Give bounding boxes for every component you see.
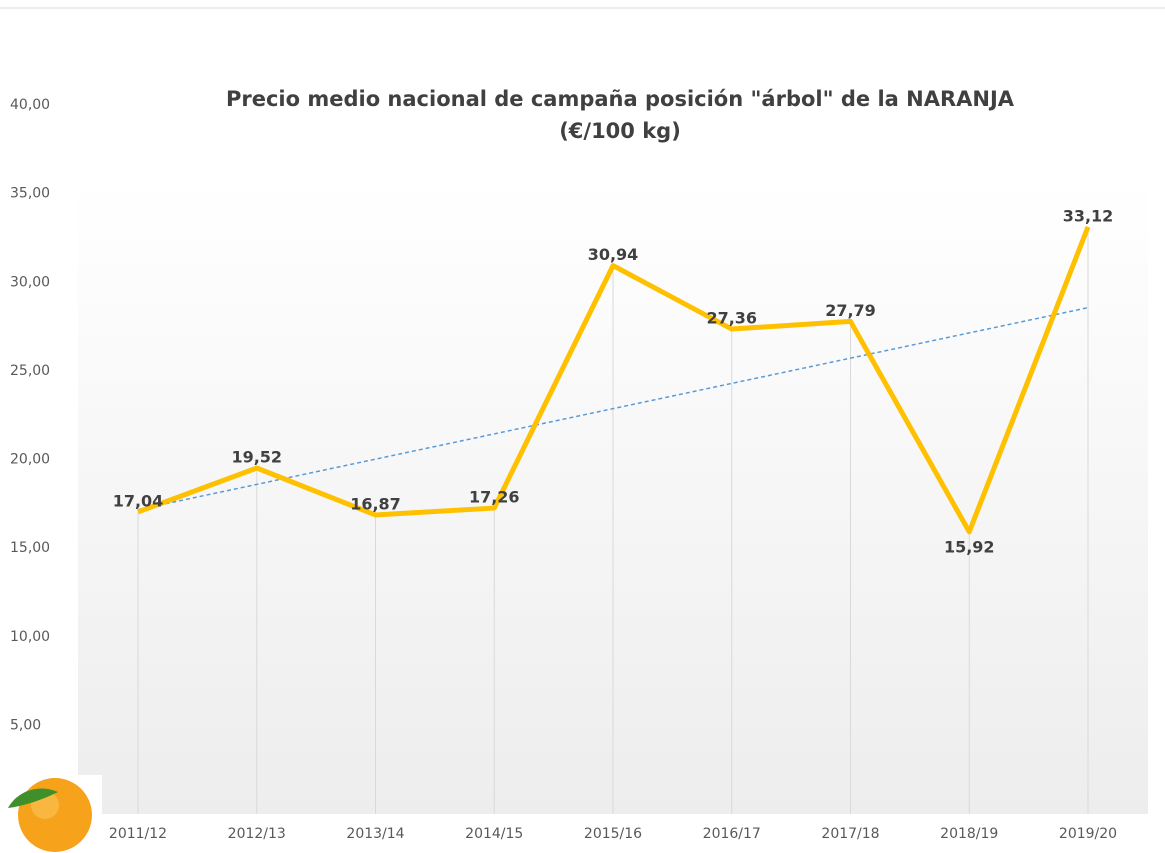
x-tick-label: 2012/13 [228, 826, 286, 842]
x-tick-label: 2011/12 [109, 826, 167, 842]
data-label: 30,94 [588, 245, 639, 264]
data-label: 16,87 [350, 494, 401, 513]
y-tick-label: 20,00 [10, 452, 50, 468]
chart-title: Precio medio nacional de campaña posició… [226, 87, 1015, 111]
x-tick-label: 2017/18 [821, 826, 879, 842]
y-tick-label: 35,00 [10, 186, 50, 202]
leaf [8, 788, 58, 808]
x-tick-label: 2018/19 [940, 826, 998, 842]
data-label: 27,36 [706, 309, 757, 328]
orange [18, 778, 92, 852]
trendline [137, 306, 1089, 511]
data-label: 15,92 [944, 537, 995, 556]
x-tick-label: 2016/17 [703, 826, 761, 842]
y-tick-label: 30,00 [10, 274, 50, 290]
y-tick-label: 25,00 [10, 363, 50, 379]
chart-subtitle: (€/100 kg) [559, 119, 681, 143]
data-label: 27,79 [825, 301, 876, 320]
data-label: 33,12 [1063, 206, 1114, 225]
y-tick-label: 40,00 [10, 97, 50, 113]
x-tick-label: 2015/16 [584, 826, 642, 842]
plot: 5,00 10,00 15,00 20,00 25,00 30,00 35,00 40,00 2… [10, 97, 1117, 842]
data-label: 17,26 [469, 488, 520, 507]
x-tick-label: 2014/15 [465, 826, 523, 842]
y-tick-label: 10,00 [10, 629, 50, 645]
data-line [137, 226, 1091, 535]
y-tick-label: 15,00 [10, 540, 50, 556]
orange-icon [0, 775, 102, 853]
data-label: 19,52 [231, 448, 282, 467]
x-tick-label: 2013/14 [346, 826, 404, 842]
data-label: 17,04 [113, 491, 164, 510]
y-tick-label: 5,00 [10, 717, 41, 733]
x-tick-label: 2019/20 [1059, 826, 1117, 842]
